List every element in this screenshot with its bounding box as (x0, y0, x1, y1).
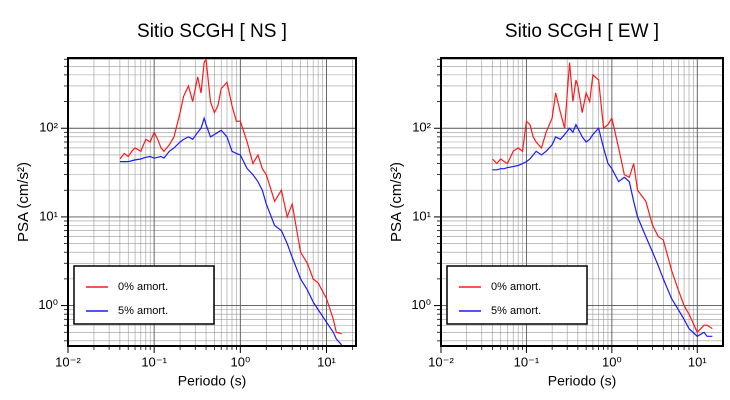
data-line (119, 58, 342, 335)
x-tick-label: 10¹ (688, 354, 707, 369)
plot-frame (67, 57, 357, 347)
chart-title: Sitio SCGH [ NS ] (137, 21, 287, 42)
legend-box (446, 265, 588, 325)
x-tick-label: 10⁻² (55, 354, 81, 369)
x-tick-label: 10⁰ (230, 354, 250, 369)
data-line (491, 62, 713, 334)
legend-label: 0% amort. (491, 281, 541, 293)
legend: 0% amort. 5% amort. (446, 265, 588, 325)
y-axis-label: PSA (cm/s²) (15, 162, 32, 242)
y-tick-label: 10¹ (39, 208, 58, 223)
x-axis-label: Periodo (s) (548, 373, 616, 389)
x-tick-label: 10⁰ (602, 354, 622, 369)
y-tick-label: 10⁰ (411, 297, 431, 312)
x-tick-label: 10⁻¹ (141, 354, 167, 369)
y-tick-label: 10² (412, 120, 431, 135)
legend: 0% amort. 5% amort. (73, 265, 215, 325)
x-tick-label: 10⁻² (428, 354, 454, 369)
panel: Sitio SCGH [ NS ] Periodo (s) PSA (cm/s²) 1… (15, 21, 357, 389)
plot-frame (440, 57, 724, 347)
x-tick-label: 10¹ (317, 354, 336, 369)
legend-label: 5% amort. (118, 305, 168, 317)
data-line (492, 123, 713, 338)
data-line (119, 116, 343, 346)
x-tick-label: 10⁻¹ (514, 354, 540, 369)
y-tick-label: 10¹ (412, 208, 431, 223)
legend-label: 5% amort. (491, 305, 541, 317)
legend-label: 0% amort. (118, 281, 168, 293)
x-axis-label: Periodo (s) (178, 373, 246, 389)
y-tick-label: 10² (39, 120, 58, 135)
chart-title: Sitio SCGH [ EW ] (505, 21, 659, 42)
y-tick-label: 10⁰ (38, 297, 58, 312)
legend-box (73, 265, 215, 325)
y-axis-label: PSA (cm/s²) (388, 162, 405, 242)
panel: Sitio SCGH [ EW ] Periodo (s) PSA (cm/s²) 1… (388, 21, 724, 389)
